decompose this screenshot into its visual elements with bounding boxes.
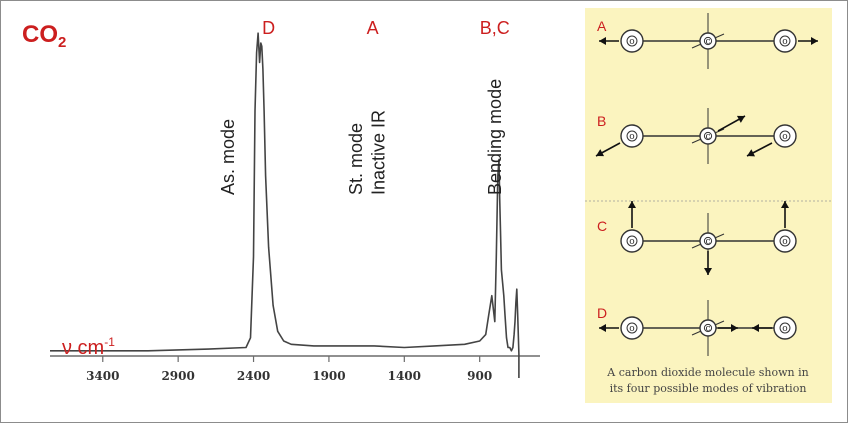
- atom-circle: [620, 29, 644, 53]
- atom-core: [626, 130, 638, 142]
- atom-core: [703, 36, 713, 46]
- x-axis-label: ν cm-1: [62, 335, 115, 359]
- co2-modes-svg: Ao c o Bo c o Co c o Do c o A carbon dioxide molecu…: [585, 13, 832, 395]
- atom-circle: [773, 29, 797, 53]
- x-ticks: 3400 2900 2400 1900 1400 900: [86, 356, 492, 383]
- caption-line-2: its four possible modes of vibration: [610, 382, 807, 395]
- atom-label: o: [629, 132, 634, 142]
- mode-letter: B: [597, 113, 606, 129]
- atom-core: [626, 35, 638, 47]
- x-tick-label: 1900: [312, 369, 345, 383]
- atom-core: [779, 130, 791, 142]
- x-tick-label: 1400: [388, 369, 421, 383]
- arrow-head: [736, 115, 745, 123]
- atom-label: o: [782, 324, 787, 334]
- mode-letter: C: [597, 218, 607, 234]
- atom-circle: [620, 229, 644, 253]
- arrow-head: [599, 324, 606, 332]
- arrow-head: [781, 201, 789, 208]
- annotation-label: Inactive IR: [369, 110, 389, 195]
- ir-spectrum-chart: CO2 3400 2900 2400 1900 1400 900 D A B,C As. mod…: [22, 18, 540, 383]
- spectrum-line: [50, 32, 520, 378]
- chart-title: CO2: [22, 21, 66, 51]
- x-tick-label: 2400: [237, 369, 270, 383]
- atom-label: o: [782, 237, 787, 247]
- mode-letter: D: [597, 305, 607, 321]
- atom-label: c: [705, 37, 710, 47]
- atom-label: o: [629, 324, 634, 334]
- annotation-label: D: [262, 18, 275, 38]
- arrow-head: [731, 324, 738, 332]
- atom-core: [779, 322, 791, 334]
- atom-circle: [620, 124, 644, 148]
- atom-circle: [699, 32, 717, 50]
- atom-circle: [773, 316, 797, 340]
- atom-circle: [773, 229, 797, 253]
- annotation-label: A: [367, 18, 379, 38]
- arrow-head: [704, 268, 712, 275]
- arrow-head: [747, 149, 756, 157]
- caption-line-1: A carbon dioxide molecule shown in: [606, 366, 808, 379]
- atom-circle: [699, 127, 717, 145]
- atom-circle: [699, 232, 717, 250]
- atom-label: o: [782, 132, 787, 142]
- x-tick-label: 2900: [161, 369, 194, 383]
- x-tick-label: 900: [467, 369, 492, 383]
- annotation-label: As. mode: [218, 119, 238, 195]
- atom-core: [779, 35, 791, 47]
- atom-core: [779, 235, 791, 247]
- atom-label: c: [705, 132, 710, 142]
- atom-circle: [620, 316, 644, 340]
- atom-label: o: [629, 37, 634, 47]
- mode-row-b: Bo c o: [595, 108, 797, 164]
- atom-label: o: [782, 37, 787, 47]
- atom-circle: [699, 319, 717, 337]
- arrow-head: [811, 37, 818, 45]
- atom-circle: [773, 124, 797, 148]
- arrow-head: [596, 149, 605, 157]
- annotation-label: B,C: [480, 18, 510, 38]
- atom-core: [626, 235, 638, 247]
- arrow-head: [628, 201, 636, 208]
- atom-label: o: [629, 237, 634, 247]
- mode-row-a: Ao c o: [597, 13, 818, 69]
- atom-label: c: [705, 237, 710, 247]
- annotation-label: Bending mode: [485, 79, 505, 195]
- mode-letter: A: [597, 18, 607, 34]
- annotations: D A B,C As. mode St. mode Inactive IR Bending …: [218, 18, 510, 195]
- mode-row-d: Do c o: [597, 300, 797, 356]
- atom-core: [626, 322, 638, 334]
- atom-core: [703, 131, 713, 141]
- arrow-head: [752, 324, 759, 332]
- x-tick-label: 3400: [86, 369, 119, 383]
- atom-core: [703, 236, 713, 246]
- arrow-head: [599, 37, 606, 45]
- atom-core: [703, 323, 713, 333]
- atom-label: c: [705, 324, 710, 334]
- mode-row-c: Co c o: [597, 201, 797, 275]
- annotation-label: St. mode: [346, 123, 366, 195]
- mode-rows: Ao c o Bo c o Co c o Do c o: [595, 13, 818, 356]
